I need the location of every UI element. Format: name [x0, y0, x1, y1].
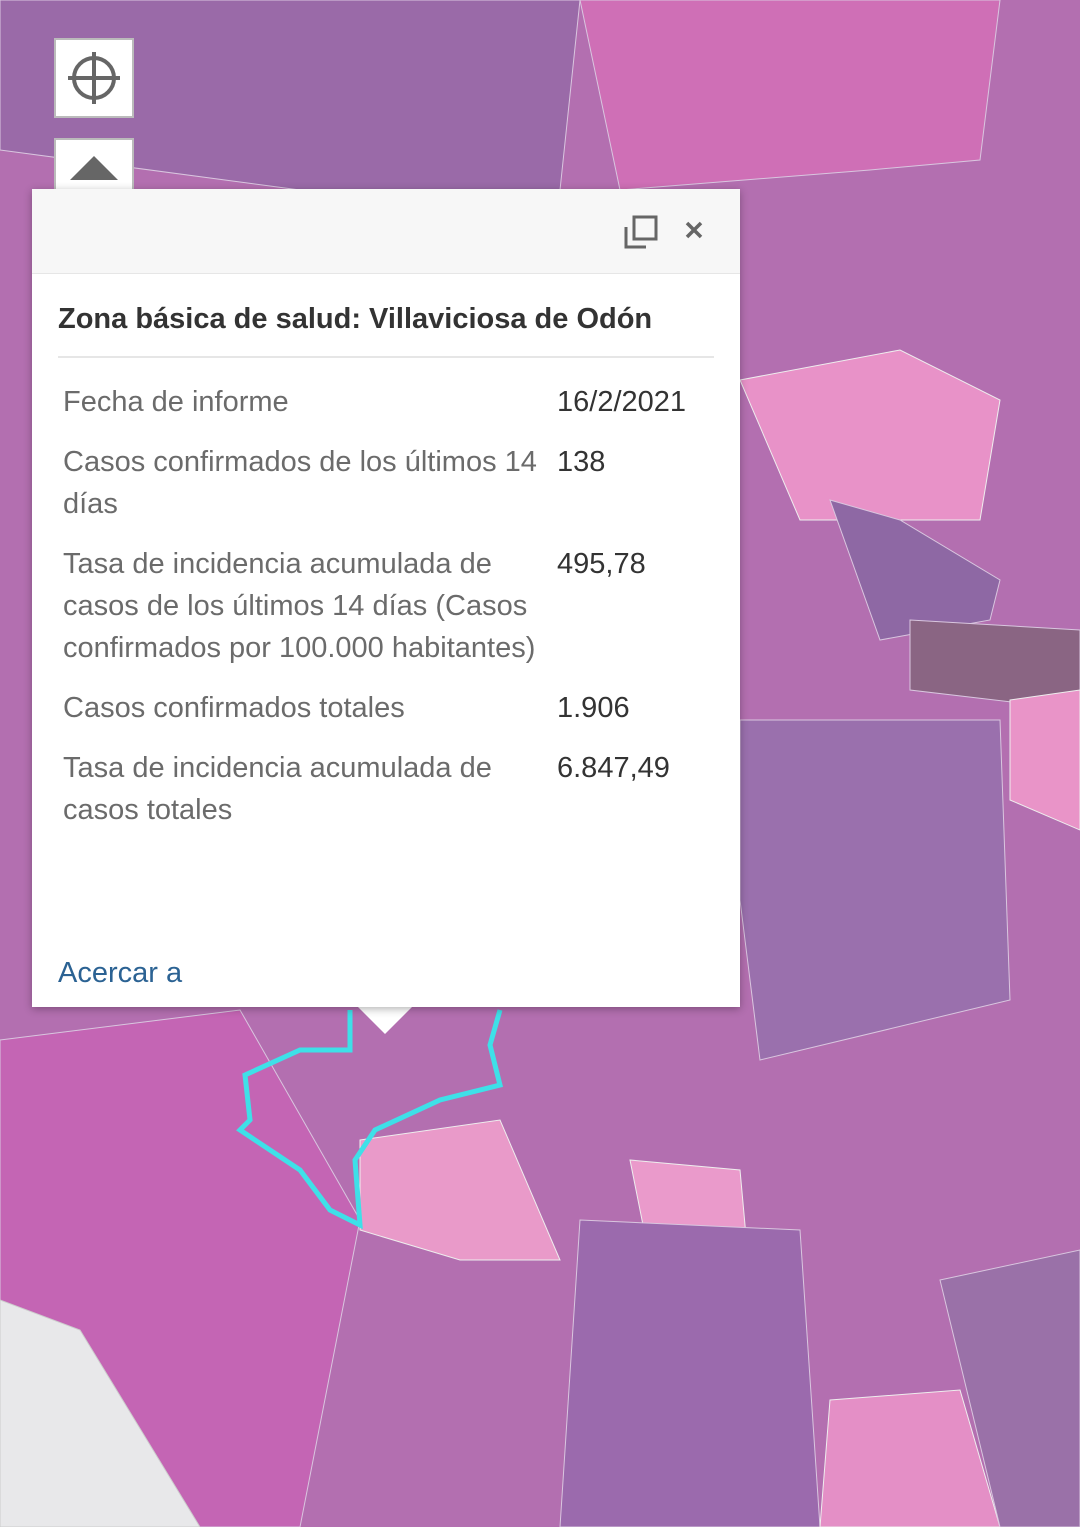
- attribute-label: Tasa de incidencia acumulada de casos de…: [63, 548, 536, 664]
- selected-outline: [236, 1009, 504, 1230]
- attribute-label: Casos confirmados totales: [63, 692, 405, 724]
- attribute-row: Fecha de informe 16/2/2021: [63, 381, 723, 423]
- popup-title: Zona básica de salud: Villaviciosa de Od…: [58, 303, 714, 358]
- locate-button[interactable]: [54, 38, 134, 118]
- attribute-value: 16/2/2021: [557, 386, 687, 418]
- region: [939, 1249, 1080, 1527]
- popup-controls: [624, 215, 703, 249]
- outside-area: [0, 1299, 201, 1527]
- region: [739, 349, 1001, 521]
- dock-button[interactable]: [624, 215, 658, 249]
- attribute-label: Casos confirmados de los últimos 14 días: [63, 446, 537, 520]
- attribute-value: 6.847,49: [557, 752, 670, 784]
- region: [559, 1219, 821, 1527]
- attribute-value: 495,78: [557, 548, 646, 580]
- attribute-table: Fecha de informe 16/2/2021 Casos confirmad…: [63, 381, 723, 849]
- region: [829, 499, 1001, 641]
- attribute-row: Tasa de incidencia acumulada de casos de…: [63, 543, 723, 669]
- region: [739, 719, 1011, 1061]
- attribute-row: Casos confirmados de los últimos 14 días…: [63, 441, 723, 525]
- region: [579, 0, 1001, 191]
- popup-pointer: [357, 1006, 413, 1034]
- popup-header: [32, 189, 740, 274]
- attribute-value: 138: [557, 446, 606, 478]
- close-button[interactable]: [685, 221, 703, 239]
- attribute-label: Tasa de incidencia acumulada de casos to…: [63, 752, 492, 826]
- region: [1009, 689, 1080, 831]
- attribute-label: Fecha de informe: [63, 386, 289, 418]
- popup: Zona básica de salud: Villaviciosa de Od…: [32, 189, 740, 1007]
- region: [819, 1389, 1001, 1527]
- attribute-value: 1.906: [557, 692, 630, 724]
- attribute-row: Casos confirmados totales 1.906: [63, 687, 723, 729]
- attribute-row: Tasa de incidencia acumulada de casos to…: [63, 747, 723, 831]
- zoom-to-link[interactable]: Acercar a: [58, 957, 183, 989]
- locate-icon: [68, 52, 120, 104]
- region: [909, 619, 1080, 711]
- home-icon: [70, 156, 118, 180]
